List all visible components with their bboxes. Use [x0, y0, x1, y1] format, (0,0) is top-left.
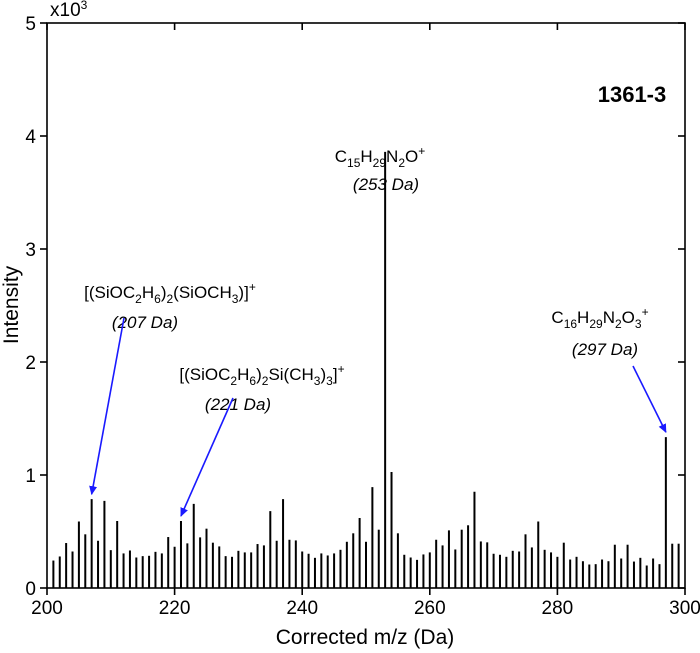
formula-part: 3 — [326, 374, 333, 388]
formula-part: N — [603, 308, 615, 327]
formula-part: 2 — [230, 374, 237, 388]
formula-part: + — [418, 144, 425, 158]
annotation-221: [(SiOC2H6)2Si(CH3)3]+(221 Da) — [179, 362, 345, 517]
sample-label: 1361-3 — [598, 82, 667, 107]
formula-part: ) — [256, 365, 262, 384]
annotations-group: [(SiOC2H6)2(SiOCH3)]+(207 Da)[(SiOC2H6)2… — [84, 144, 667, 517]
y-tick-label: 5 — [25, 14, 36, 35]
arrow-icon — [180, 397, 234, 517]
annotation-mass: (297 Da) — [572, 340, 638, 359]
y-tick-label: 2 — [25, 353, 36, 374]
formula-part: + — [249, 280, 256, 294]
formula-part: H — [142, 283, 154, 302]
x-tick-label: 280 — [542, 598, 574, 619]
annotation-formula: [(SiOC2H6)2(SiOCH3)]+ — [84, 280, 256, 306]
formula-part: 16 — [564, 317, 578, 331]
formula-part: O — [622, 308, 635, 327]
bars-group — [52, 151, 680, 588]
formula-part: O — [405, 147, 418, 166]
formula-part: 2 — [615, 317, 622, 331]
formula-part: H — [237, 365, 249, 384]
formula-part: 3 — [635, 317, 642, 331]
formula-part: H — [577, 308, 589, 327]
formula-part: 6 — [154, 292, 161, 306]
annotation-mass: (253 Da) — [353, 175, 419, 194]
y-tick-label: 3 — [25, 240, 36, 261]
formula-part: 3 — [232, 292, 239, 306]
formula-part: 2 — [398, 156, 405, 170]
annotation-207: [(SiOC2H6)2(SiOCH3)]+(207 Da) — [84, 280, 256, 496]
formula-part: ] — [333, 365, 338, 384]
formula-part: Si(CH — [268, 365, 313, 384]
annotation-253: C15H29N2O+ (253 Da) — [335, 144, 426, 194]
formula-part: N — [386, 147, 398, 166]
formula-part: )] — [238, 283, 248, 302]
x-tick-label: 220 — [159, 598, 191, 619]
y-axis-title: Intensity — [0, 265, 23, 344]
formula-part: 3 — [314, 374, 321, 388]
plot-frame — [46, 22, 686, 589]
formula-part: + — [338, 362, 345, 376]
formula-part: 29 — [373, 156, 387, 170]
formula-part: [(SiOC — [179, 365, 230, 384]
x-tick-label: 260 — [414, 598, 446, 619]
formula-part: C — [335, 147, 347, 166]
x-tick-label: 200 — [31, 598, 63, 619]
formula-part: 15 — [347, 156, 361, 170]
formula-part: 2 — [135, 292, 142, 306]
formula-part: 6 — [249, 374, 256, 388]
arrow-icon — [632, 365, 667, 434]
annotation-formula: C15H29N2O+ — [335, 144, 426, 170]
formula-part: + — [642, 305, 649, 319]
y-tick-label: 1 — [25, 466, 36, 487]
y-tick-label: 4 — [25, 127, 36, 148]
formula-part: 2 — [262, 374, 269, 388]
x-axis-title: Corrected m/z (Da) — [276, 626, 455, 649]
x-tick-label: 300 — [669, 598, 700, 619]
formula-part: C — [551, 308, 563, 327]
formula-part: ) — [161, 283, 167, 302]
annotation-mass: (221 Da) — [205, 395, 271, 414]
x-tick-label: 240 — [286, 598, 318, 619]
formula-part: 29 — [589, 317, 603, 331]
formula-part: 2 — [166, 292, 173, 306]
y-multiplier: x103 — [50, 0, 88, 21]
arrow-icon — [89, 317, 125, 496]
annotation-297: C16H29N2O3+ (297 Da) — [551, 305, 667, 434]
formula-part: ) — [320, 365, 326, 384]
annotation-formula: C16H29N2O3+ — [551, 305, 648, 331]
formula-part: [(SiOC — [84, 283, 135, 302]
annotation-mass: (207 Da) — [112, 313, 178, 332]
annotation-formula: [(SiOC2H6)2Si(CH3)3]+ — [179, 362, 344, 388]
y-tick-label: 0 — [25, 579, 36, 600]
formula-part: (SiOCH — [173, 283, 232, 302]
formula-part: H — [360, 147, 372, 166]
